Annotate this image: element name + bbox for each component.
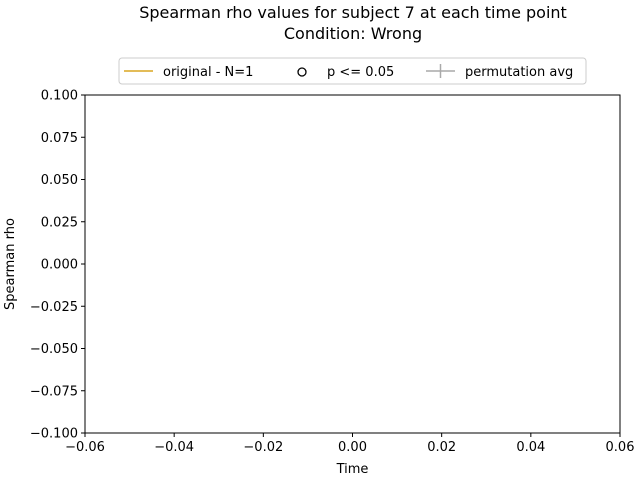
x-tick-label: 0.00 [338,440,367,455]
y-tick-label: 0.100 [41,89,78,104]
x-axis-label: Time [336,462,369,477]
y-tick-label: −0.050 [30,342,78,357]
chart-title: Spearman rho values for subject 7 at eac… [139,3,567,22]
legend: original - N=1 p <= 0.05 permutation avg [119,58,586,84]
y-tick-label: 0.000 [41,258,78,273]
legend-label: original - N=1 [163,65,253,80]
legend-label: p <= 0.05 [327,65,394,80]
x-tick-label: −0.04 [154,440,194,455]
y-tick-label: 0.025 [41,215,78,230]
x-axis: −0.06 −0.04 −0.02 0.00 0.02 0.04 0.06 [65,433,634,455]
y-axis: 0.100 0.075 0.050 0.025 0.000 −0.025 −0.050 −0.… [30,89,85,442]
y-tick-label: −0.075 [30,384,78,399]
y-tick-label: 0.050 [41,173,78,188]
plot-area [85,95,620,433]
y-tick-label: −0.100 [30,427,78,442]
chart-subtitle: Condition: Wrong [284,24,422,43]
x-tick-label: 0.06 [606,440,635,455]
x-tick-label: 0.04 [516,440,545,455]
y-axis-label: Spearman rho [3,218,18,310]
y-tick-label: 0.075 [41,131,78,146]
y-tick-label: −0.025 [30,300,78,315]
axes-frame [85,95,620,433]
x-tick-label: 0.02 [427,440,456,455]
x-tick-label: −0.06 [65,440,105,455]
x-tick-label: −0.02 [243,440,283,455]
legend-label: permutation avg [465,65,573,80]
